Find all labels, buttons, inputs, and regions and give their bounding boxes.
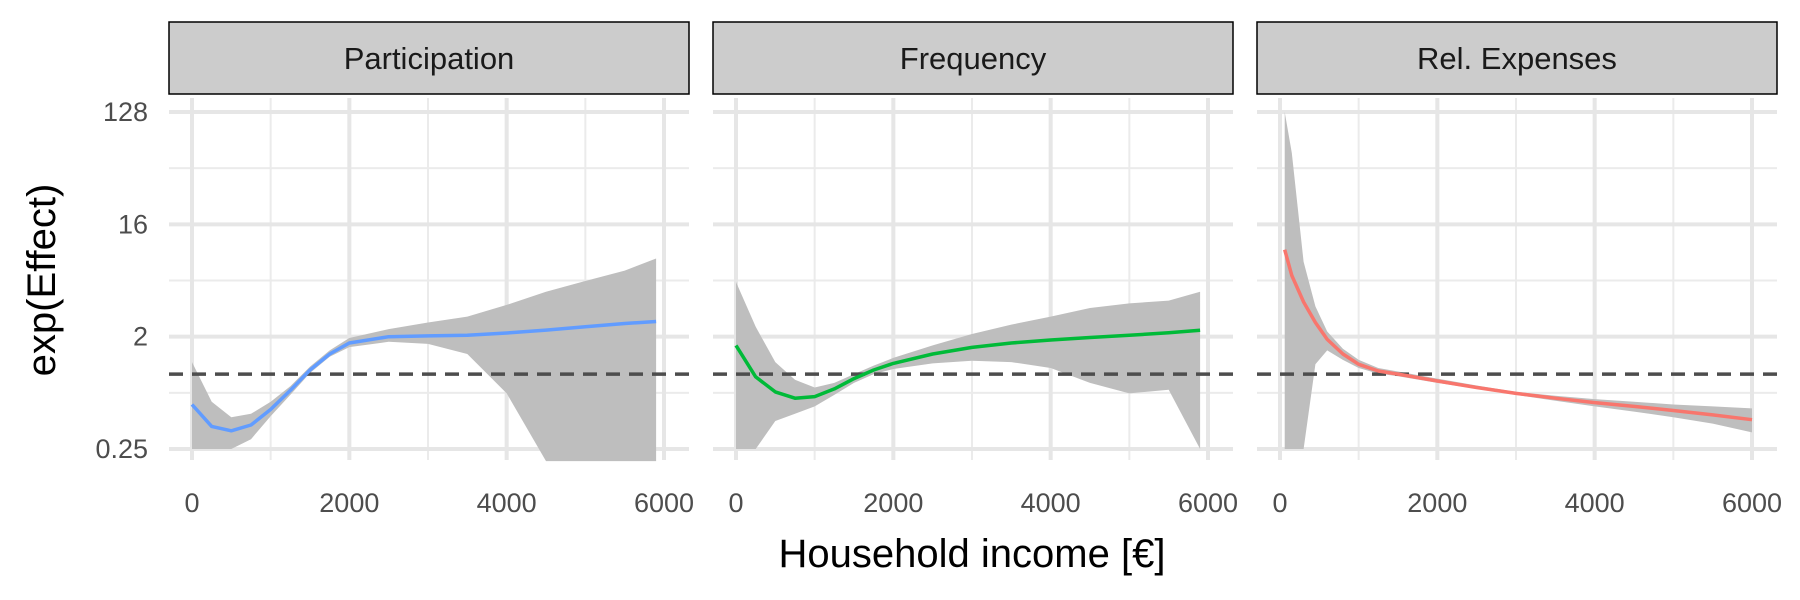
- panel-title: Rel. Expenses: [1417, 41, 1617, 76]
- x-tick-label: 2000: [1407, 488, 1467, 518]
- effect-line: [190, 319, 657, 433]
- y-tick-label: 2: [133, 322, 148, 352]
- x-tick-label: 6000: [1722, 488, 1782, 518]
- y-tick-label: 128: [103, 97, 148, 127]
- x-tick-label: 0: [728, 488, 743, 518]
- x-tick-label: 4000: [477, 488, 537, 518]
- x-tick-label: 2000: [863, 488, 923, 518]
- effect-line: [734, 328, 1201, 400]
- confidence-band: [736, 282, 1201, 449]
- panel-title: Frequency: [900, 41, 1047, 76]
- y-tick-label: 0.25: [95, 434, 148, 464]
- panel-title: Participation: [344, 41, 515, 76]
- y-tick-label: 16: [118, 209, 148, 239]
- panel-strip: [1256, 21, 1778, 95]
- x-tick-label: 6000: [1178, 488, 1238, 518]
- x-tick-label: 2000: [319, 488, 379, 518]
- panel-participation: Participation 0 2000 4000 6000: [168, 21, 694, 518]
- y-axis-title: exp(Effect): [20, 184, 64, 377]
- panel-strip: [168, 21, 690, 95]
- x-axis-title: Household income [€]: [779, 532, 1166, 576]
- x-tick-label: 4000: [1565, 488, 1625, 518]
- effect-line: [1283, 249, 1753, 422]
- panel-frequency: Frequency 0 2000 4000 6000: [712, 21, 1238, 518]
- x-tick-label: 0: [184, 488, 199, 518]
- x-tick-label: 4000: [1021, 488, 1081, 518]
- x-tick-label: 6000: [634, 488, 694, 518]
- panel-rel-expenses: Rel. Expenses 0 2000 4000 6000: [1256, 21, 1782, 518]
- panel-strip: [712, 21, 1234, 95]
- x-tick-label: 0: [1272, 488, 1287, 518]
- confidence-band: [192, 258, 657, 462]
